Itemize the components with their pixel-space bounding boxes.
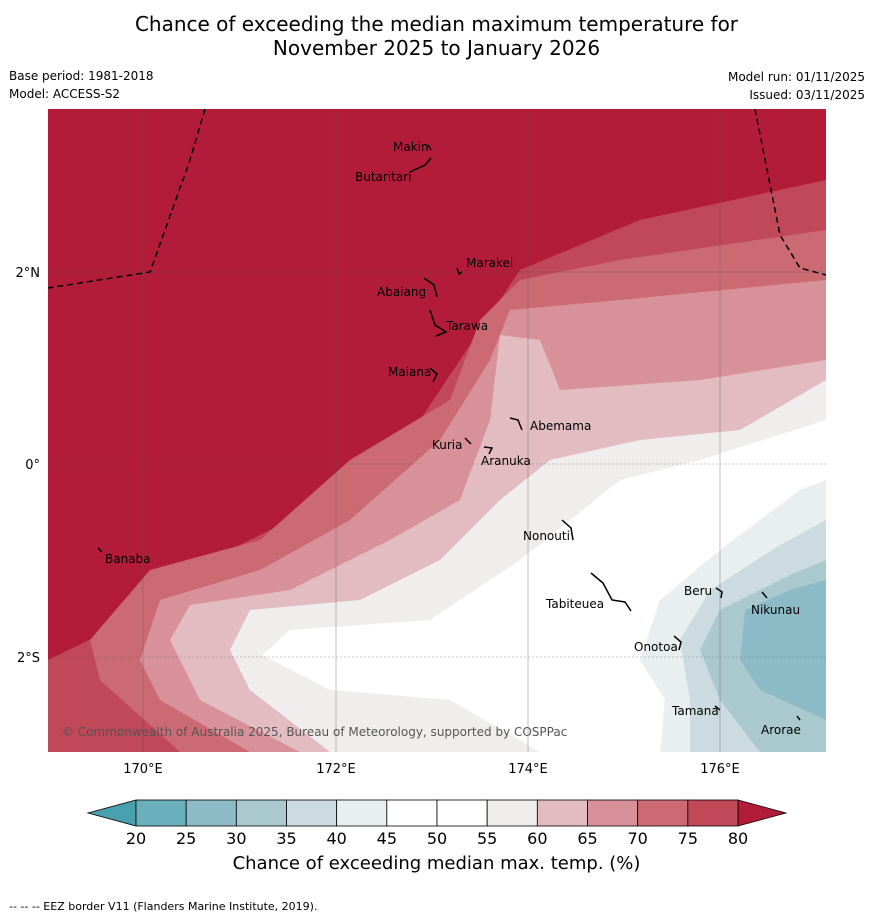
copyright-text: © Commonwealth of Australia 2025, Bureau… [62, 725, 567, 739]
colorbar-tick-label: 55 [477, 829, 497, 848]
label-tamana: Tamana [671, 704, 719, 718]
colorbar-tick-label: 80 [728, 829, 748, 848]
label-maiana: Maiana [388, 365, 431, 379]
colorbar-tick-label: 35 [276, 829, 296, 848]
colorbar-bin [536, 799, 588, 827]
lon-label-172e: 172°E [316, 762, 356, 777]
colorbar-bin [587, 799, 639, 827]
colorbar-high-extension [737, 799, 788, 827]
lon-label-174e: 174°E [508, 762, 548, 777]
model-name: Model: ACCESS-S2 [9, 87, 121, 101]
title-line-2: November 2025 to January 2026 [272, 36, 601, 60]
lat-label-0: 0° [25, 458, 40, 473]
colorbar-tick-label: 40 [326, 829, 346, 848]
colorbar-tick-label: 45 [377, 829, 397, 848]
colorbar-low-extension [86, 799, 137, 827]
colorbar-tick-label: 30 [226, 829, 246, 848]
colorbar-bin [286, 799, 338, 827]
label-nonouti: Nonouti [523, 529, 570, 543]
colorbar-tick-label: 50 [427, 829, 447, 848]
colorbar-tick-label: 60 [527, 829, 547, 848]
lat-labels: 2°N 0° 2°S [16, 266, 41, 666]
probability-contours: Makin Butaritari Marakei Abaiang Tarawa … [48, 109, 826, 752]
label-abaiang: Abaiang [377, 285, 426, 299]
colorbar-bin [486, 799, 538, 827]
eez-footnote: -- -- -- EEZ border V11 (Flanders Marine… [9, 900, 318, 913]
lat-label-2s: 2°S [17, 651, 40, 666]
colorbar-bin [436, 799, 488, 827]
lon-label-170e: 170°E [123, 762, 163, 777]
graticule [48, 109, 826, 752]
base-period: Base period: 1981-2018 [9, 69, 154, 83]
label-abemama: Abemama [530, 419, 591, 433]
label-tarawa: Tarawa [445, 319, 488, 333]
lon-label-176e: 176°E [700, 762, 740, 777]
label-onotoa: Onotoa [634, 640, 678, 654]
colorbar-tick-label: 20 [126, 829, 146, 848]
issued-date: Issued: 03/11/2025 [749, 88, 865, 102]
label-makin: Makin [393, 140, 429, 154]
label-beru: Beru [684, 584, 712, 598]
colorbar-tick-label: 25 [176, 829, 196, 848]
colorbar-tick-label: 75 [678, 829, 698, 848]
label-butaritari: Butaritari [355, 170, 412, 184]
label-marakei: Marakei [466, 256, 513, 270]
colorbar: 20 25 30 35 40 45 50 55 60 65 70 75 80 [86, 799, 788, 848]
lon-labels: 170°E 172°E 174°E 176°E [123, 762, 740, 777]
colorbar-bin [235, 799, 287, 827]
model-run-date: Model run: 01/11/2025 [727, 70, 865, 84]
colorbar-title: Chance of exceeding median max. temp. (%… [232, 853, 641, 874]
islands [97, 144, 801, 721]
island-labels: Makin Butaritari Marakei Abaiang Tarawa … [105, 140, 801, 737]
colorbar-bin [336, 799, 388, 827]
colorbar-bin [687, 799, 739, 827]
label-arorae: Arorae [761, 723, 801, 737]
colorbar-bin [637, 799, 689, 827]
colorbar-tick-label: 65 [577, 829, 597, 848]
label-kuria: Kuria [432, 438, 463, 452]
lat-label-2n: 2°N [16, 266, 41, 281]
label-tabiteuea: Tabiteuea [545, 597, 604, 611]
title-line-1: Chance of exceeding the median maximum t… [134, 12, 739, 36]
colorbar-bin [135, 799, 187, 827]
label-banaba: Banaba [105, 552, 151, 566]
eez-border [48, 109, 826, 289]
label-nikunau: Nikunau [751, 603, 800, 617]
colorbar-bin [386, 799, 438, 827]
colorbar-tick-label: 70 [627, 829, 647, 848]
colorbar-bin [185, 799, 237, 827]
label-aranuka: Aranuka [481, 454, 531, 468]
